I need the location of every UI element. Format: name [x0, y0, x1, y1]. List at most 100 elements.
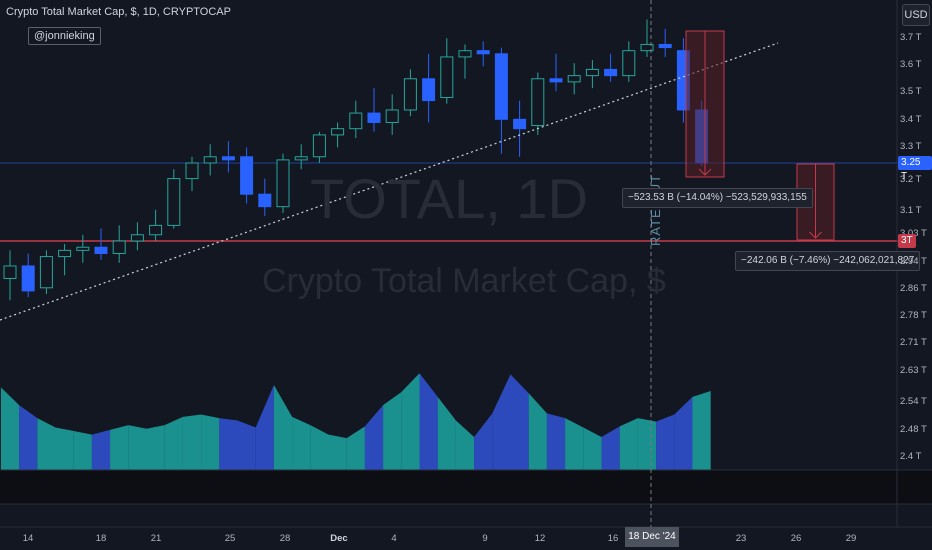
author-badge: @jonnieking — [28, 27, 101, 45]
date-label: 4 — [391, 533, 397, 544]
volume-segment — [328, 434, 347, 470]
candle-body — [513, 118, 527, 130]
price-label: 3.03 T — [900, 228, 927, 239]
volume-segment — [601, 426, 620, 470]
date-label: 18 — [95, 533, 107, 544]
candle-body — [149, 224, 163, 236]
currency-button[interactable]: USD — [902, 4, 930, 26]
rate-cut-label: RATE CUT — [648, 173, 663, 246]
candle-body — [276, 159, 290, 208]
cursor-date-label: 18 Dec '24 — [625, 527, 679, 547]
candle-body — [167, 178, 181, 226]
volume-segment — [637, 418, 657, 470]
candle-body — [112, 240, 126, 254]
candle-body — [604, 68, 618, 77]
name-watermark: Crypto Total Market Cap, $ — [262, 262, 666, 300]
candle-layer — [3, 19, 709, 301]
price-label: 3.1 T — [900, 205, 922, 216]
volume-segment — [146, 425, 165, 470]
candle-body — [531, 78, 545, 127]
price-label: 3.6 T — [900, 59, 922, 70]
date-label: 9 — [482, 533, 488, 544]
candle-body — [585, 68, 599, 77]
volume-segment — [219, 418, 238, 470]
candle-body — [258, 193, 272, 208]
volume-segment — [0, 387, 20, 470]
date-label: 16 — [607, 533, 619, 544]
candle-body — [458, 50, 472, 58]
date-label: 12 — [534, 533, 546, 544]
candle-body — [94, 246, 108, 254]
volume-segment — [692, 390, 711, 470]
volume-segment — [346, 426, 365, 470]
measure-label-2: −242.06 B (−7.46%) −242,062,021,827 — [735, 251, 921, 271]
candle-body — [185, 162, 199, 180]
volume-segment — [73, 431, 92, 470]
date-label: 21 — [150, 533, 162, 544]
date-label: 25 — [224, 533, 236, 544]
volume-segment — [201, 414, 220, 470]
price-label: 2.63 T — [900, 365, 927, 376]
volume-segment — [37, 418, 56, 470]
candle-body — [640, 43, 654, 52]
volume-segment — [383, 392, 402, 470]
price-label: 2.71 T — [900, 337, 927, 348]
volume-segment — [565, 418, 584, 470]
grid-layer — [0, 0, 932, 528]
candle-body — [567, 75, 581, 83]
bottom-band — [0, 470, 932, 504]
volume-segment — [401, 373, 420, 470]
candle-body — [58, 249, 72, 258]
candle-body — [221, 156, 235, 161]
candle-body — [349, 112, 363, 130]
candle-body — [422, 78, 436, 102]
symbol-watermark: TOTAL, 1D — [310, 167, 589, 230]
candle-body — [658, 43, 672, 49]
candle-body — [203, 156, 217, 164]
chart-title: Crypto Total Market Cap, $, 1D, CRYPTOCA… — [6, 6, 231, 18]
volume-segment — [273, 385, 293, 470]
date-label: 26 — [790, 533, 802, 544]
current-price-tag: 3.25 T — [898, 156, 932, 182]
measure-arrowhead-2 — [809, 231, 822, 239]
volume-segment — [19, 405, 38, 470]
price-label: 2.4 T — [900, 451, 922, 462]
price-label: 3.5 T — [900, 86, 922, 97]
volume-segment — [510, 374, 529, 470]
volume-segment — [255, 385, 274, 470]
price-label: 3.2 T — [900, 174, 922, 185]
date-label: 14 — [22, 533, 34, 544]
volume-segment — [437, 396, 456, 470]
price-label: 2.54 T — [900, 396, 927, 407]
date-label: 29 — [845, 533, 857, 544]
candle-body — [76, 246, 90, 251]
volume-segment — [419, 373, 438, 470]
candle-body — [367, 112, 381, 123]
candle-body — [130, 234, 144, 242]
level-price-tag: 3T — [898, 234, 916, 248]
volume-segment — [128, 425, 147, 470]
price-label: 2.48 T — [900, 424, 927, 435]
date-label: 28 — [279, 533, 291, 544]
volume-segment — [292, 416, 311, 470]
volume-segment — [474, 413, 493, 470]
volume-segment — [492, 374, 511, 470]
volume-segment — [546, 413, 566, 470]
candle-body — [622, 50, 636, 77]
volume-segment — [455, 420, 475, 470]
candle-body — [385, 109, 399, 123]
volume-layer — [0, 373, 711, 470]
volume-segment — [674, 396, 693, 470]
date-label: 23 — [735, 533, 747, 544]
candle-body — [3, 265, 17, 279]
price-label: 2.86 T — [900, 283, 927, 294]
price-label: 3.4 T — [900, 114, 922, 125]
volume-segment — [583, 427, 602, 470]
candle-body — [294, 156, 308, 161]
candle-body — [476, 50, 490, 55]
price-label: 3.3 T — [900, 141, 922, 152]
candle-body — [21, 265, 35, 292]
overlay-layer — [0, 0, 835, 527]
